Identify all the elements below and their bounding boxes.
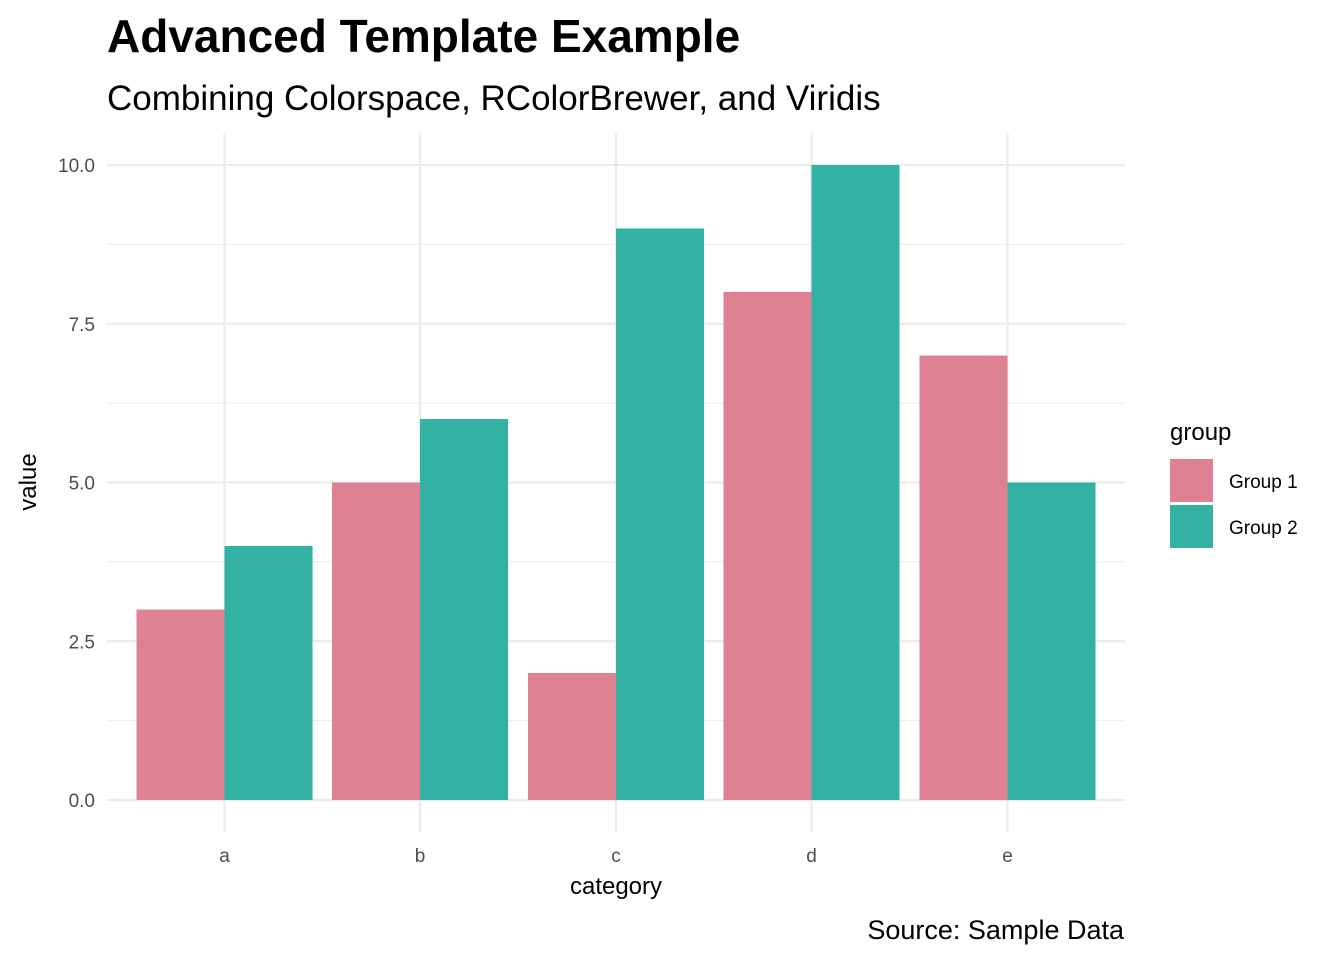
x-tick-label: a [219, 846, 230, 867]
legend-label-2: Group 2 [1229, 518, 1298, 539]
x-tick-label: e [1002, 846, 1013, 867]
bar-group-1-b [332, 482, 420, 800]
bar-group-2-c [616, 228, 704, 800]
x-axis-title: category [570, 873, 662, 900]
legend: group Group 1 Group 2 [1170, 419, 1298, 548]
bar-group-2-b [420, 419, 508, 800]
legend-title: group [1170, 419, 1231, 446]
y-tick-label: 5.0 [69, 474, 95, 495]
y-tick-label: 7.5 [69, 315, 95, 336]
legend-key-2 [1170, 505, 1213, 548]
y-tick-label: 0.0 [69, 791, 95, 812]
y-axis-title: value [15, 453, 42, 510]
legend-key-1 [1170, 459, 1213, 502]
legend-label-1: Group 1 [1229, 472, 1298, 493]
chart-title: Advanced Template Example [107, 10, 740, 62]
y-tick-label: 2.5 [69, 632, 95, 653]
y-axis-ticks: 0.0 2.5 5.0 7.5 10.0 [58, 156, 95, 812]
bar-group-1-a [136, 609, 225, 800]
x-tick-label: d [806, 846, 817, 867]
x-tick-label: b [415, 846, 426, 867]
bar-group-2-e [1007, 482, 1096, 800]
y-tick-label: 10.0 [58, 156, 95, 177]
chart-subtitle: Combining Colorspace, RColorBrewer, and … [107, 79, 881, 118]
bar-group-1-d [723, 292, 812, 800]
x-tick-label: c [611, 846, 621, 867]
x-axis-ticks: a b c d e [219, 846, 1013, 867]
bar-group-2-a [224, 546, 313, 800]
bars [136, 165, 1096, 800]
chart-caption: Source: Sample Data [867, 915, 1125, 945]
bar-group-2-d [811, 165, 900, 800]
bar-group-1-e [919, 355, 1008, 800]
bar-group-1-c [528, 673, 616, 800]
